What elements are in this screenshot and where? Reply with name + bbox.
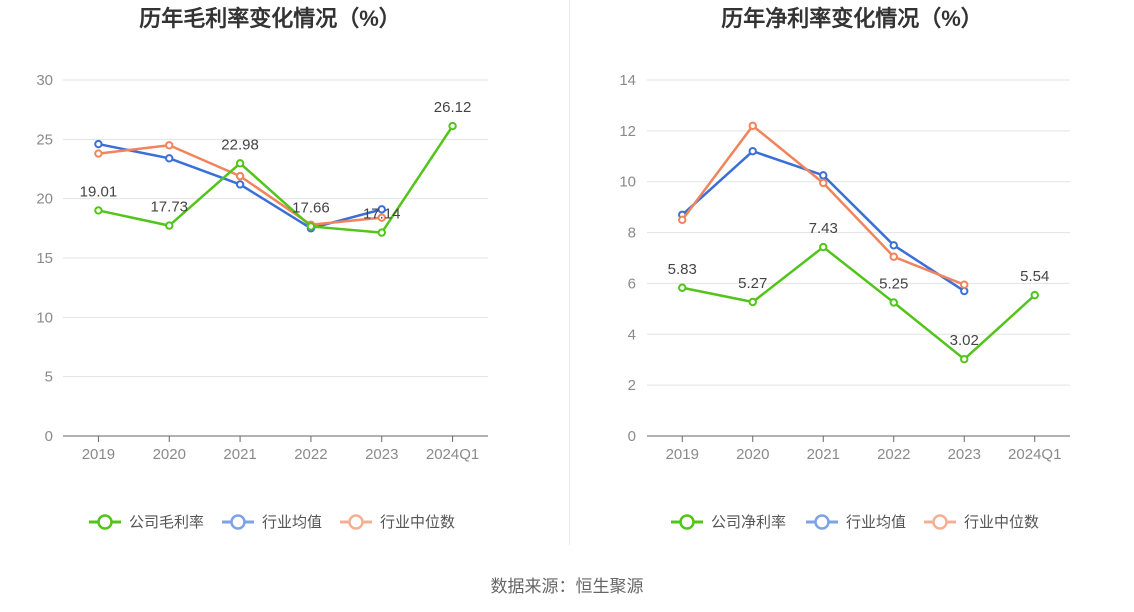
chart-title: 历年净利率变化情况（%） [721, 6, 983, 31]
x-tick-label: 2024Q1 [1008, 446, 1061, 463]
data-point [889, 241, 898, 250]
legend-label: 公司净利率 [711, 514, 786, 531]
data-point [165, 154, 174, 163]
data-point [94, 139, 103, 149]
data-point [889, 252, 898, 261]
data-point [960, 355, 969, 364]
data-label: 3.02 [950, 332, 979, 349]
data-label: 17.73 [150, 199, 188, 216]
x-tick-label: 2021 [223, 446, 256, 463]
data-point [94, 206, 103, 215]
legend-label: 行业均值 [262, 514, 322, 531]
data-point [235, 180, 245, 189]
data-point [235, 159, 245, 168]
data-label: 26.12 [434, 99, 472, 116]
y-tick-label: 20 [36, 191, 53, 208]
x-tick-label: 2019 [82, 446, 115, 463]
data-label: 5.25 [879, 276, 908, 293]
data-point [165, 141, 174, 150]
data-point [819, 178, 828, 188]
legend-marker [97, 514, 113, 530]
legend-marker [814, 514, 830, 530]
data-point [748, 297, 757, 307]
chart-divider [569, 0, 570, 545]
y-tick-label: 10 [619, 174, 636, 191]
legend-marker [679, 514, 695, 530]
y-tick-label: 14 [619, 72, 636, 89]
x-tick-label: 2020 [153, 446, 186, 463]
data-label: 17.14 [363, 206, 401, 223]
data-point [306, 222, 316, 231]
data-point [748, 121, 757, 130]
series-line [98, 125, 454, 234]
y-tick-label: 30 [36, 72, 53, 89]
data-point [819, 242, 828, 252]
data-label: 22.98 [221, 136, 259, 153]
legend-marker [932, 514, 948, 530]
gross-margin-chart: 历年毛利率变化情况（%） 0 5 10 15 20 25 30 2019 2020 2021 2022… [36, 6, 488, 531]
data-point [235, 171, 245, 181]
data-source-note: 数据来源：恒生聚源 [490, 577, 644, 596]
data-point [819, 171, 828, 180]
y-tick-label: 5 [45, 369, 53, 386]
data-point [377, 205, 386, 214]
net-margin-chart: 历年净利率变化情况（%） 0 2 4 6 8 10 12 14 2019 2020 2021 2022 2… [619, 6, 1070, 531]
data-point [377, 213, 386, 222]
data-point [448, 121, 457, 131]
y-tick-label: 12 [619, 123, 636, 140]
data-point [165, 221, 174, 230]
legend-label: 公司毛利率 [129, 514, 204, 531]
y-tick-label: 15 [36, 250, 53, 267]
legend-label: 行业中位数 [964, 514, 1039, 531]
data-point [889, 298, 898, 307]
x-tick-label: 2023 [948, 446, 981, 463]
series-line [682, 245, 1036, 361]
data-point [377, 228, 386, 237]
legend-marker [348, 514, 364, 530]
x-tick-label: 2021 [807, 446, 840, 463]
data-label: 5.54 [1020, 268, 1049, 285]
y-tick-label: 0 [628, 428, 636, 445]
data-point [960, 280, 969, 289]
x-tick-label: 2022 [877, 446, 910, 463]
data-point [678, 283, 687, 292]
x-tick-label: 2020 [736, 446, 769, 463]
data-label: 5.83 [668, 261, 697, 278]
y-tick-label: 10 [36, 309, 53, 326]
x-tick-label: 2024Q1 [426, 446, 479, 463]
x-tick-label: 2023 [365, 446, 398, 463]
data-point [678, 215, 687, 225]
chart-title: 历年毛利率变化情况（%） [139, 6, 401, 31]
data-label: 17.66 [292, 199, 330, 216]
legend-label: 行业均值 [846, 514, 906, 531]
x-tick-label: 2022 [294, 446, 327, 463]
y-tick-label: 4 [628, 326, 636, 343]
data-point [1030, 290, 1039, 300]
legend-marker [230, 514, 246, 530]
data-point [94, 149, 103, 158]
y-tick-label: 25 [36, 131, 53, 148]
y-tick-label: 2 [628, 377, 636, 394]
y-tick-label: 6 [628, 275, 636, 292]
data-label: 19.01 [80, 183, 118, 200]
data-point [748, 147, 757, 156]
data-label: 5.27 [738, 275, 767, 292]
x-tick-label: 2019 [666, 446, 699, 463]
legend-label: 行业中位数 [380, 514, 455, 531]
y-tick-label: 8 [628, 225, 636, 242]
y-tick-label: 0 [45, 428, 53, 445]
series-line [681, 124, 965, 286]
data-label: 7.43 [809, 220, 838, 237]
